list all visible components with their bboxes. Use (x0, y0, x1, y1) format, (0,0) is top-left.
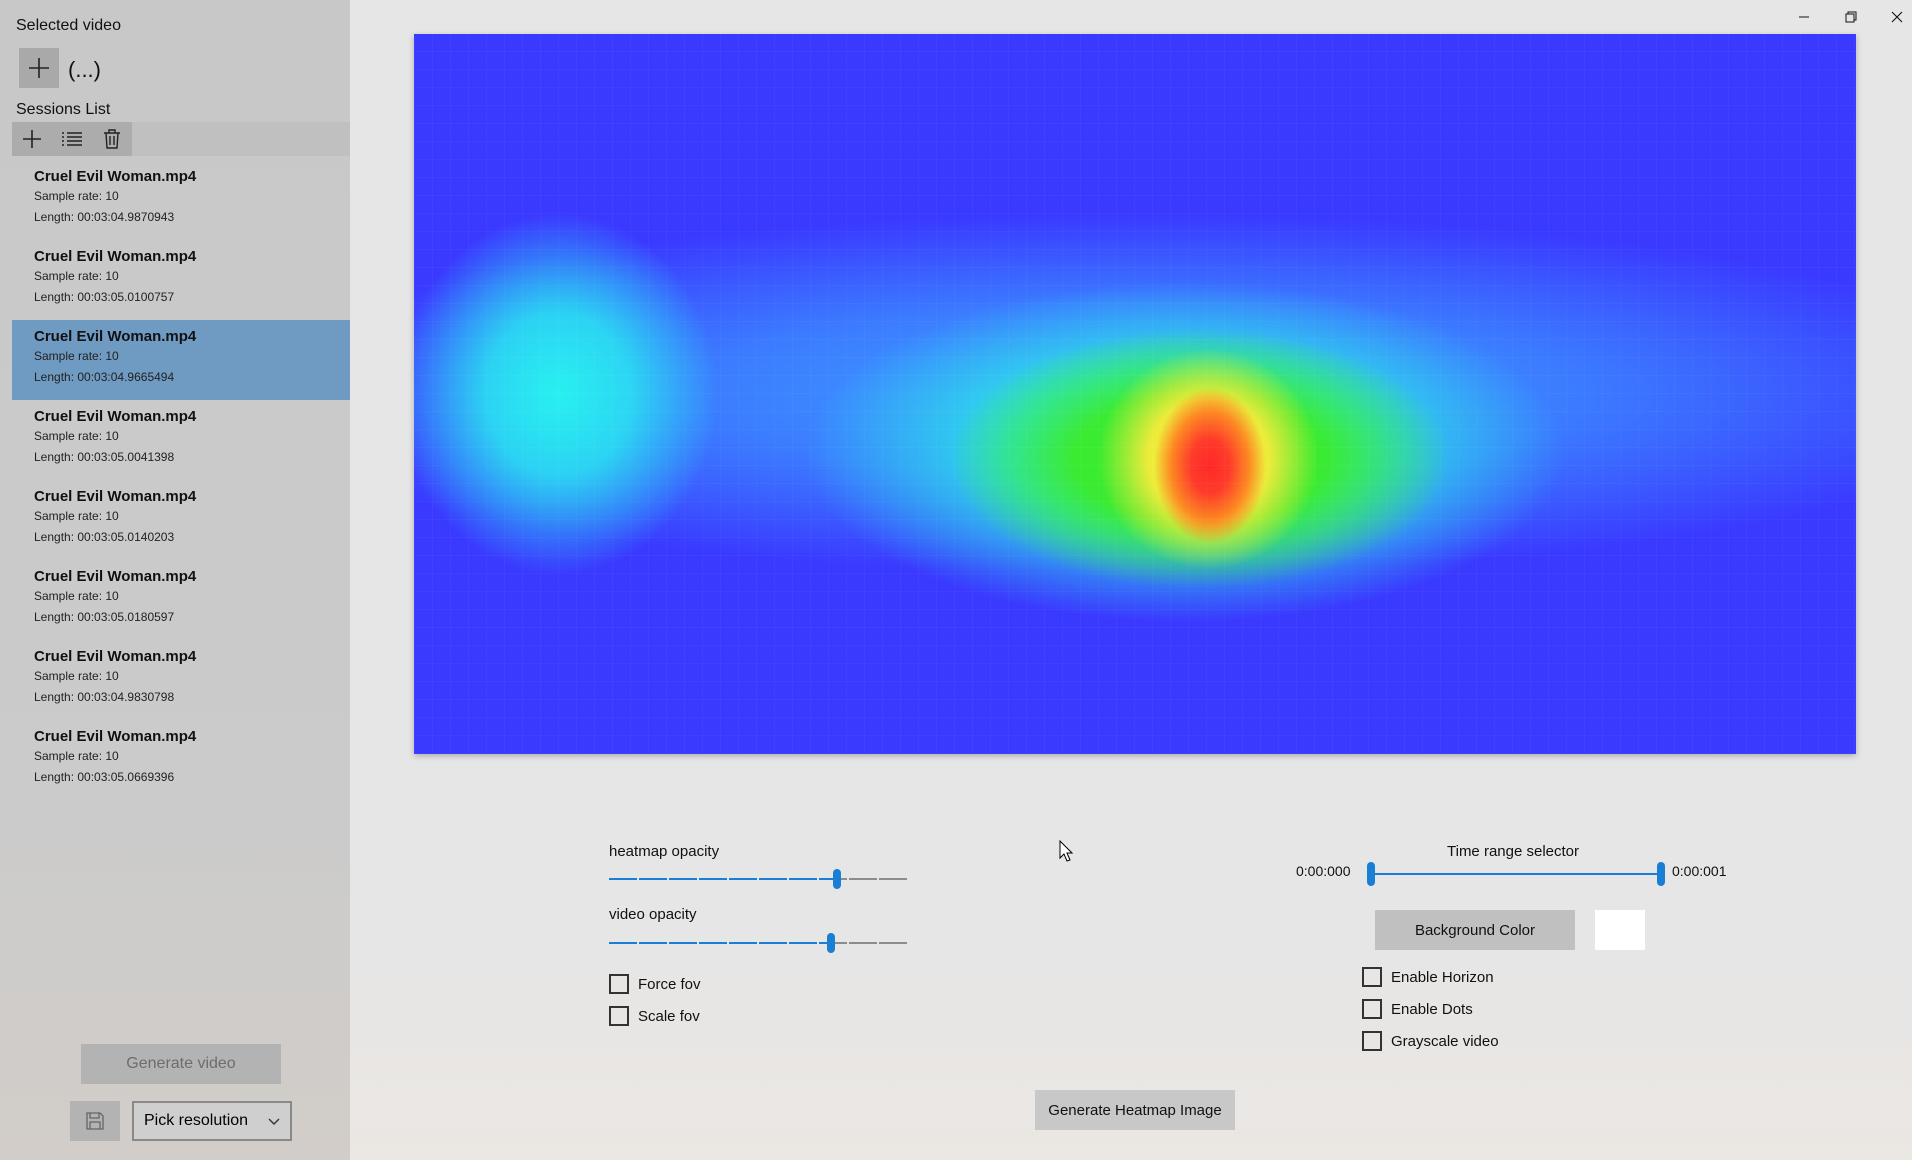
session-name: Cruel Evil Woman.mp4 (34, 728, 197, 745)
checkbox-box[interactable] (1362, 999, 1382, 1019)
session-item[interactable]: Cruel Evil Woman.mp4 Sample rate: 10 Len… (12, 560, 350, 640)
generate-heatmap-button[interactable]: Generate Heatmap Image (1035, 1090, 1235, 1130)
sessions-list: Cruel Evil Woman.mp4 Sample rate: 10 Len… (12, 160, 350, 800)
session-sample-rate: Sample rate: 10 (34, 429, 119, 443)
session-sample-rate: Sample rate: 10 (34, 669, 119, 683)
session-sample-rate: Sample rate: 10 (34, 269, 119, 283)
session-item[interactable]: Cruel Evil Woman.mp4 Sample rate: 10 Len… (12, 160, 350, 240)
range-start-thumb[interactable] (1367, 862, 1375, 886)
session-item[interactable]: Cruel Evil Woman.mp4 Sample rate: 10 Len… (12, 400, 350, 480)
time-range-slider[interactable] (1367, 862, 1665, 886)
force-fov-checkbox[interactable]: Force fov (609, 974, 701, 994)
session-length: Length: 00:03:05.0180597 (34, 610, 175, 624)
session-sample-rate: Sample rate: 10 (34, 589, 119, 603)
session-item[interactable]: Cruel Evil Woman.mp4 Sample rate: 10 Len… (12, 240, 350, 320)
session-length: Length: 00:03:05.0669396 (34, 770, 175, 784)
session-length: Length: 00:03:04.9870943 (34, 210, 175, 224)
enable-dots-label: Enable Dots (1391, 1000, 1473, 1018)
time-start-value: 0:00:000 (1296, 863, 1351, 879)
session-sample-rate: Sample rate: 10 (34, 509, 119, 523)
session-length: Length: 00:03:05.0041398 (34, 450, 175, 464)
session-sample-rate: Sample rate: 10 (34, 349, 119, 363)
heatmap-grid-overlay (414, 34, 1856, 754)
selected-video-name: (...) (68, 57, 101, 82)
session-name: Cruel Evil Woman.mp4 (34, 168, 197, 185)
resolution-value: Pick resolution (144, 1112, 249, 1129)
session-item-selected[interactable]: Cruel Evil Woman.mp4 Sample rate: 10 Len… (12, 320, 350, 400)
slider-track (1367, 873, 1665, 875)
session-item[interactable]: Cruel Evil Woman.mp4 Sample rate: 10 Len… (12, 480, 350, 560)
plus-icon (23, 130, 41, 148)
heatmap-preview (414, 34, 1856, 754)
restore-icon (1845, 11, 1857, 23)
session-length: Length: 00:03:05.0140203 (34, 530, 175, 544)
sidebar: Selected video (...) Sessions List Cruel… (0, 0, 350, 1160)
main-panel: heatmap opacity video opacity Force fov … (350, 0, 1912, 1160)
trash-icon (104, 129, 120, 149)
chevron-down-icon (268, 1118, 280, 1125)
session-name: Cruel Evil Woman.mp4 (34, 568, 197, 585)
range-end-thumb[interactable] (1657, 862, 1665, 886)
save-icon (86, 1112, 104, 1130)
enable-dots-checkbox[interactable]: Enable Dots (1362, 999, 1473, 1019)
session-name: Cruel Evil Woman.mp4 (34, 248, 197, 265)
minimize-button[interactable] (1787, 6, 1821, 28)
add-video-button[interactable] (19, 48, 59, 88)
slider-thumb[interactable] (827, 933, 835, 953)
slider-ticks (609, 942, 909, 944)
list-icon (62, 132, 82, 146)
force-fov-label: Force fov (638, 975, 701, 993)
delete-session-button[interactable] (92, 122, 132, 156)
plus-icon (29, 58, 49, 78)
mouse-cursor-icon (1059, 840, 1073, 862)
slider-ticks (609, 878, 909, 880)
video-opacity-slider[interactable] (609, 933, 909, 953)
session-length: Length: 00:03:04.9665494 (34, 370, 175, 384)
enable-horizon-checkbox[interactable]: Enable Horizon (1362, 967, 1494, 987)
checkbox-box[interactable] (609, 1006, 629, 1026)
close-button[interactable] (1880, 6, 1912, 28)
scale-fov-label: Scale fov (638, 1007, 700, 1025)
session-name: Cruel Evil Woman.mp4 (34, 488, 197, 505)
save-button[interactable] (70, 1101, 120, 1141)
add-session-button[interactable] (12, 122, 52, 156)
time-range-label: Time range selector (1447, 843, 1579, 860)
checkbox-box[interactable] (1362, 967, 1382, 987)
sessions-list-title: Sessions List (16, 101, 111, 118)
video-opacity-label: video opacity (609, 906, 697, 923)
checkbox-box[interactable] (609, 974, 629, 994)
grayscale-video-label: Grayscale video (1391, 1032, 1499, 1050)
session-name: Cruel Evil Woman.mp4 (34, 328, 197, 345)
checkbox-box[interactable] (1362, 1031, 1382, 1051)
selected-video-title: Selected video (16, 17, 121, 34)
session-sample-rate: Sample rate: 10 (34, 189, 119, 203)
close-icon (1891, 11, 1903, 23)
session-name: Cruel Evil Woman.mp4 (34, 408, 197, 425)
sessions-toolbar (12, 122, 350, 156)
session-sample-rate: Sample rate: 10 (34, 749, 119, 763)
generate-video-button[interactable]: Generate video (81, 1044, 281, 1084)
time-end-value: 0:00:001 (1672, 863, 1727, 879)
session-name: Cruel Evil Woman.mp4 (34, 648, 197, 665)
background-color-swatch[interactable] (1595, 910, 1645, 950)
enable-horizon-label: Enable Horizon (1391, 968, 1494, 986)
heatmap-opacity-slider[interactable] (609, 869, 909, 889)
grayscale-video-checkbox[interactable]: Grayscale video (1362, 1031, 1499, 1051)
background-color-button[interactable]: Background Color (1375, 910, 1575, 950)
session-length: Length: 00:03:05.0100757 (34, 290, 175, 304)
session-item[interactable]: Cruel Evil Woman.mp4 Sample rate: 10 Len… (12, 720, 350, 800)
slider-thumb[interactable] (833, 869, 841, 889)
resolution-dropdown[interactable]: Pick resolution (132, 1101, 292, 1141)
session-length: Length: 00:03:04.9830798 (34, 690, 175, 704)
restore-button[interactable] (1834, 6, 1868, 28)
minimize-icon (1799, 16, 1809, 18)
scale-fov-checkbox[interactable]: Scale fov (609, 1006, 700, 1026)
list-sessions-button[interactable] (52, 122, 92, 156)
heatmap-opacity-label: heatmap opacity (609, 843, 720, 860)
session-item[interactable]: Cruel Evil Woman.mp4 Sample rate: 10 Len… (12, 640, 350, 720)
